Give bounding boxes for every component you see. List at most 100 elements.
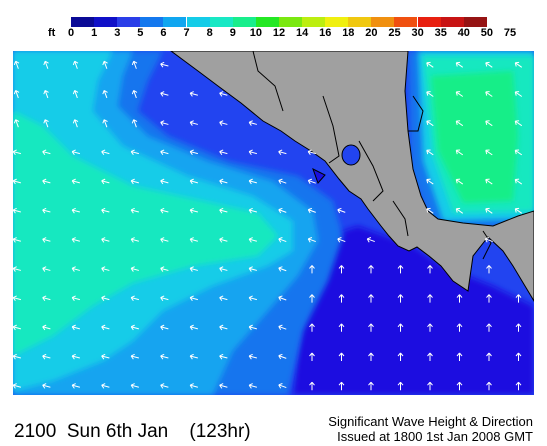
- direction-arrow: [160, 383, 169, 389]
- direction-arrow: [248, 149, 257, 156]
- sea-green-northeast: [431, 71, 518, 203]
- direction-arrow: [456, 352, 463, 361]
- direction-arrow: [219, 266, 228, 272]
- legend-swatch: [325, 17, 349, 27]
- direction-arrow: [309, 294, 315, 303]
- direction-arrow: [397, 323, 404, 332]
- direction-arrow: [189, 324, 198, 331]
- direction-arrow: [515, 323, 522, 332]
- forecast-date: 2100 Sun 6th Jan: [14, 421, 169, 442]
- direction-arrow: [160, 91, 169, 97]
- direction-arrow: [219, 178, 228, 185]
- border-line-2: [322, 95, 340, 164]
- direction-arrow: [484, 237, 493, 243]
- direction-arrow: [486, 265, 492, 274]
- direction-arrow: [486, 352, 492, 361]
- legend-swatch: [140, 17, 164, 27]
- direction-arrow: [189, 266, 198, 272]
- direction-arrow: [514, 207, 523, 214]
- direction-arrow: [189, 149, 198, 156]
- direction-arrow: [189, 120, 198, 126]
- direction-arrow: [426, 120, 434, 127]
- direction-arrow: [42, 149, 51, 156]
- legend-tick-label: 0: [68, 27, 75, 39]
- direction-arrow: [13, 119, 20, 128]
- direction-arrow: [514, 178, 523, 185]
- legend-tick-label: 75: [503, 27, 517, 39]
- direction-arrow: [189, 383, 198, 389]
- direction-arrow: [71, 237, 80, 243]
- direction-arrow: [131, 90, 138, 99]
- direction-arrow: [426, 149, 434, 156]
- direction-arrow: [219, 324, 228, 331]
- direction-arrow: [248, 383, 257, 389]
- direction-arrow: [248, 324, 257, 331]
- legend-swatch: [302, 17, 325, 27]
- direction-arrow: [160, 266, 169, 272]
- direction-arrow: [486, 381, 492, 391]
- direction-arrow: [130, 237, 139, 243]
- direction-arrow: [189, 207, 198, 214]
- direction-arrow: [42, 295, 51, 302]
- direction-arrow: [426, 178, 434, 185]
- legend-tick-label: 16: [319, 27, 332, 39]
- direction-arrow: [42, 383, 51, 389]
- direction-arrow: [13, 207, 21, 214]
- legend-tick-label: 25: [388, 27, 401, 39]
- direction-arrow: [160, 353, 169, 360]
- legend-swatch: [278, 17, 302, 27]
- border-line-4: [392, 200, 409, 237]
- direction-arrow: [42, 324, 51, 331]
- lake-nicaragua: [341, 144, 361, 166]
- wave-direction-arrows: [13, 60, 523, 391]
- direction-arrow: [101, 178, 110, 185]
- direction-arrow: [160, 61, 169, 68]
- direction-arrow: [397, 294, 404, 303]
- legend-tick-label: 40: [457, 27, 470, 39]
- direction-arrow: [160, 207, 169, 214]
- direction-arrow: [43, 119, 49, 128]
- direction-arrow: [485, 207, 493, 214]
- direction-arrow: [456, 323, 463, 332]
- direction-arrow: [426, 207, 434, 214]
- direction-arrow: [71, 295, 80, 302]
- direction-arrow: [337, 237, 346, 243]
- direction-arrow: [397, 381, 404, 391]
- direction-arrow: [72, 60, 79, 69]
- direction-arrow: [43, 60, 49, 69]
- direction-arrow: [515, 381, 522, 391]
- direction-arrow: [219, 207, 228, 214]
- direction-arrow: [248, 266, 257, 272]
- border-line-3: [358, 140, 384, 202]
- direction-arrow: [13, 295, 21, 302]
- legend-tick-label: 50: [480, 27, 494, 39]
- direction-arrow: [278, 237, 287, 243]
- direction-arrow: [278, 266, 287, 272]
- legend-tick-label: 35: [434, 27, 447, 39]
- direction-arrow: [248, 295, 257, 302]
- direction-arrow: [248, 178, 257, 185]
- direction-arrow: [427, 323, 433, 332]
- direction-arrow: [307, 237, 316, 243]
- direction-arrow: [278, 178, 287, 185]
- direction-arrow: [42, 207, 51, 214]
- legend-tick-label: 10: [249, 27, 263, 39]
- direction-arrow: [514, 120, 523, 127]
- direction-arrow: [101, 237, 110, 243]
- gulf-of-fonseca: [312, 167, 326, 184]
- direction-arrow: [72, 119, 79, 128]
- direction-arrow: [101, 383, 110, 389]
- direction-arrow: [71, 149, 80, 156]
- legend-swatch: [463, 17, 487, 27]
- direction-arrow: [515, 294, 522, 303]
- land-mass: [170, 51, 534, 302]
- legend-tick-label: 1: [91, 27, 98, 39]
- direction-arrow: [486, 323, 492, 332]
- direction-arrow: [309, 381, 315, 391]
- direction-arrow: [13, 149, 21, 156]
- direction-arrow: [337, 207, 346, 214]
- direction-arrow: [189, 91, 198, 97]
- direction-arrow: [338, 352, 345, 361]
- direction-arrow: [160, 178, 169, 185]
- direction-arrow: [485, 120, 493, 127]
